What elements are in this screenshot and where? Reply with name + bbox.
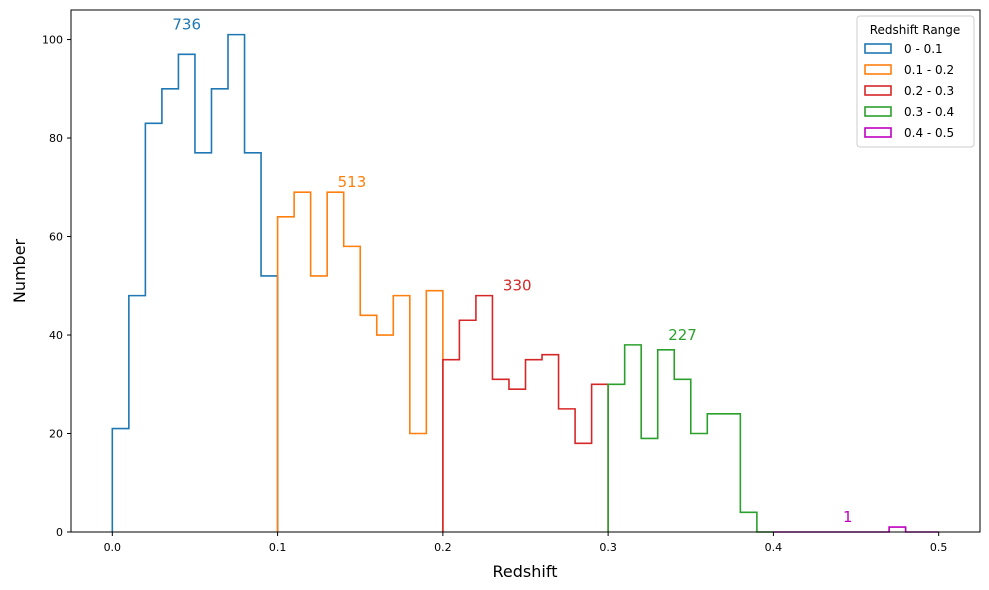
y-tick-label: 0 [56,526,63,539]
x-tick-label: 0.0 [104,541,122,554]
count-labels: 736 513 330 227 1 [172,16,852,526]
histogram-series-1 [111,33,279,532]
legend-label-1: 0 - 0.1 [904,42,943,56]
y-axis-label: Number [10,238,29,303]
legend-items: 0 - 0.1 0.1 - 0.2 0.2 - 0.3 0.3 - 0.4 0.4 - … [864,42,954,140]
histogram-series-3 [442,294,609,532]
x-tick-label: 0.4 [765,541,783,554]
plot-frame [70,9,981,533]
legend-title: Redshift Range [870,23,961,37]
y-tick-label: 80 [49,132,63,145]
legend-swatch-5 [864,127,892,138]
y-tick-label: 60 [49,231,63,244]
histogram-series-4 [607,344,774,533]
histogram-series-2 [276,191,444,532]
legend-swatch-1 [864,43,892,54]
count-label-2: 513 [338,173,367,191]
y-tick-label: 40 [49,329,63,342]
legend: Redshift Range 0 - 0.1 0.1 - 0.2 0.2 - 0.3… [856,15,975,148]
legend-label-3: 0.2 - 0.3 [904,84,954,98]
legend-swatch-3 [864,85,892,96]
legend-label-5: 0.4 - 0.5 [904,126,954,140]
x-tick-label: 0.3 [599,541,617,554]
y-axis-ticks: 0 20 40 60 80 100 [42,34,71,539]
count-label-1: 736 [172,16,201,34]
legend-box [856,15,975,148]
x-tick-label: 0.2 [434,541,452,554]
legend-swatch-4 [864,106,892,117]
x-axis-ticks: 0.0 0.1 0.2 0.3 0.4 0.5 [104,532,948,554]
x-tick-label: 0.5 [930,541,948,554]
count-label-5: 1 [843,508,853,526]
count-label-4: 227 [668,326,697,344]
legend-label-4: 0.3 - 0.4 [904,105,954,119]
x-axis-label: Redshift [493,562,558,581]
y-tick-label: 100 [42,34,63,47]
legend-label-2: 0.1 - 0.2 [904,63,954,77]
y-tick-label: 20 [49,428,63,441]
legend-swatch-2 [864,64,892,75]
x-tick-label: 0.1 [269,541,287,554]
count-label-3: 330 [503,277,532,295]
plot-area [71,10,980,532]
